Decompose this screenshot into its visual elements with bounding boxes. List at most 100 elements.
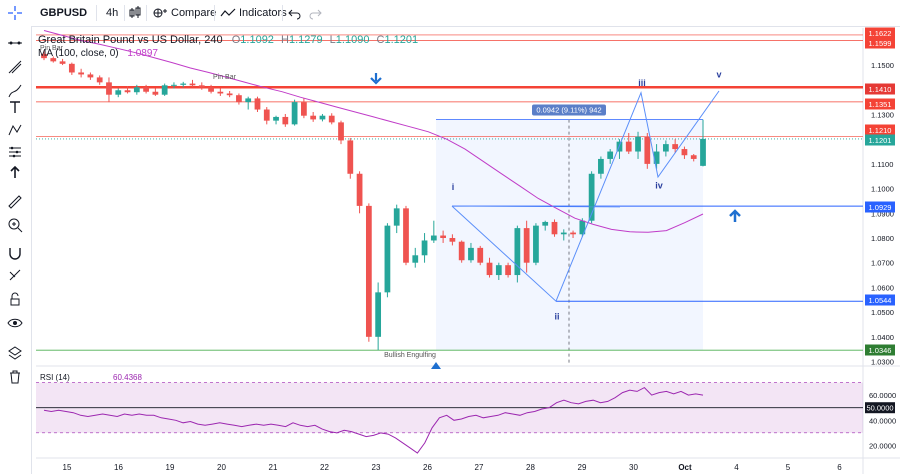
price-level-label-bg	[865, 98, 895, 110]
wave-label: iv	[655, 181, 663, 191]
price-level-label-bg	[865, 124, 895, 136]
candle-body	[662, 144, 669, 152]
brush-icon[interactable]	[6, 58, 24, 76]
annotation-pin-bar: Pin Bar	[213, 74, 237, 81]
x-tick-label: 22	[320, 463, 329, 472]
legend-ma-value: 1.0897	[127, 48, 158, 59]
price-level-label-bg	[865, 134, 895, 146]
candle-body	[59, 61, 66, 64]
candle-body	[87, 74, 94, 78]
lock-icon[interactable]	[6, 290, 24, 308]
wave-label: iii	[638, 78, 646, 88]
price-level-label-bg	[865, 294, 895, 306]
rsi-mid-label-bg	[865, 402, 895, 414]
price-level-label-bg	[865, 344, 895, 356]
candle-body	[625, 141, 632, 152]
x-tick-label: 29	[578, 463, 587, 472]
candle-body	[681, 149, 688, 156]
compare-button[interactable]: Compare	[171, 7, 217, 19]
candle-body	[690, 155, 697, 159]
redo-icon[interactable]	[308, 0, 322, 26]
rsi-tick-label: 40.0000	[869, 416, 896, 425]
text-icon[interactable]	[6, 98, 24, 116]
trend-line-icon[interactable]	[6, 34, 24, 52]
candle-body	[171, 84, 177, 86]
annotation-bullish-engulfing: Bullish Engulfing	[384, 352, 436, 359]
price-level-label: 1.1201	[869, 136, 892, 145]
up-arrow-icon	[729, 209, 741, 222]
interval-button[interactable]: 4h	[106, 7, 119, 19]
pitchfork-icon[interactable]	[6, 82, 24, 100]
candle-body	[458, 241, 465, 261]
candle-body	[226, 93, 233, 96]
candle-body	[551, 221, 558, 235]
candle-body	[347, 140, 354, 174]
arrow-up-icon[interactable]	[6, 163, 24, 181]
up-arrow-marker	[431, 362, 441, 369]
candle-body	[393, 208, 400, 226]
legend-high-label: H	[281, 34, 289, 46]
candle-body	[635, 136, 641, 152]
candle-body	[236, 95, 242, 103]
candle-body	[263, 109, 270, 121]
price-level-label: 1.1210	[869, 126, 892, 135]
y-tick-label: 1.1100	[871, 160, 893, 169]
candle-body	[68, 63, 75, 73]
drawing-toolbar	[0, 6, 32, 474]
undo-icon[interactable]	[288, 0, 302, 26]
candle-body	[430, 235, 437, 241]
wave-label: v	[716, 69, 721, 79]
candle-body	[124, 90, 131, 93]
lock-drawings-icon[interactable]	[6, 266, 24, 284]
pattern-icon[interactable]	[6, 121, 24, 139]
price-level-label-bg	[865, 201, 895, 213]
indicators-icon[interactable]	[220, 0, 236, 26]
candle-body	[282, 116, 289, 125]
candle-body	[96, 77, 103, 83]
toolbar-divider	[282, 5, 283, 21]
magnet-icon[interactable]	[6, 244, 24, 262]
candle-body	[180, 83, 187, 85]
x-tick-label: 21	[269, 463, 278, 472]
candle-body	[412, 255, 419, 263]
candle-body	[598, 158, 604, 174]
legend-open-value: 1.1092	[240, 34, 274, 46]
candle-body	[338, 122, 344, 141]
layers-icon[interactable]	[6, 344, 24, 362]
x-tick-label: 27	[475, 463, 484, 472]
candle-body	[291, 102, 298, 125]
candle-body	[514, 228, 521, 276]
candle-style-icon[interactable]	[128, 0, 142, 26]
symbol-search[interactable]: GBPUSD	[40, 7, 88, 19]
rsi-value: 60.4368	[113, 373, 142, 382]
indicators-button[interactable]: Indicators	[239, 7, 287, 19]
candle-body	[468, 247, 474, 261]
compare-icon[interactable]	[152, 0, 168, 26]
candle-body	[542, 221, 549, 226]
candle-body	[486, 262, 493, 276]
measure-icon[interactable]	[6, 143, 24, 161]
x-tick-label: 28	[526, 463, 535, 472]
rsi-line	[43, 386, 704, 454]
price-level-label-bg	[865, 83, 895, 95]
trash-icon[interactable]	[6, 368, 24, 386]
price-level-label: 1.0346	[869, 346, 892, 355]
candle-body	[143, 87, 149, 92]
candle-body	[495, 265, 502, 276]
x-tick-label: 16	[114, 463, 123, 472]
crosshair-icon[interactable]	[6, 4, 24, 22]
candles-group	[41, 50, 706, 351]
ruler-icon[interactable]	[6, 193, 24, 211]
candle-body	[700, 138, 706, 166]
x-tick-label: 19	[166, 463, 175, 472]
top-toolbar: GBPUSD 4h Compare Indicators	[0, 0, 900, 27]
eye-icon[interactable]	[6, 314, 24, 332]
legend-ma-label: MA (100, close, 0)	[38, 48, 119, 59]
y-tick-label: 1.1000	[871, 185, 894, 194]
zoom-icon[interactable]	[6, 216, 24, 234]
legend-open-label: O	[231, 34, 241, 46]
x-tick-label: 20	[217, 463, 226, 472]
x-tick-label: 23	[372, 463, 381, 472]
candle-body	[356, 173, 363, 206]
